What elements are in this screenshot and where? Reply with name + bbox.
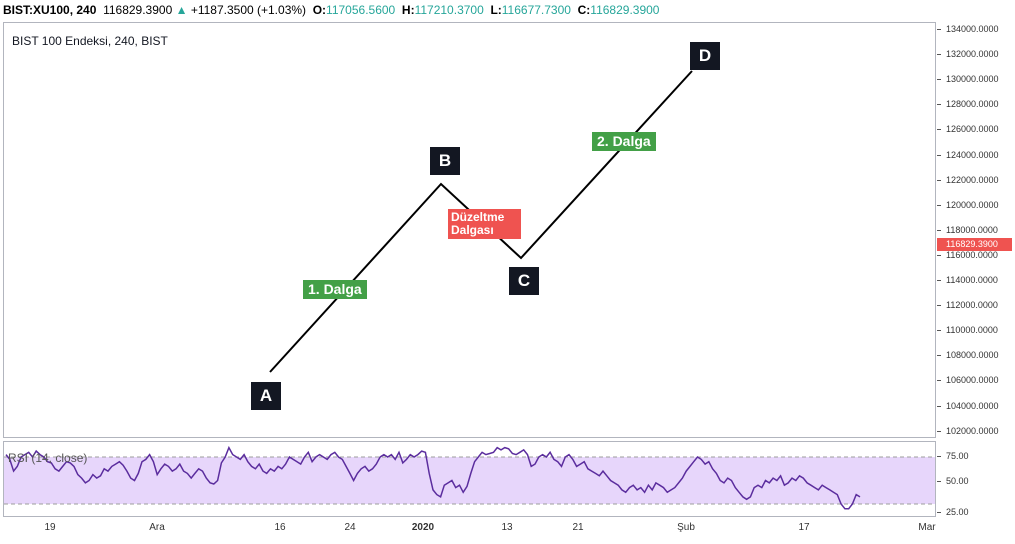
point-a-label[interactable]: A [251,382,281,410]
price-tick-label: 104000.0000 [946,400,999,411]
price-tick-label: 134000.0000 [946,24,999,34]
price-tick-mark [937,79,941,81]
price-tick-label: 108000.0000 [946,350,999,361]
price-tick-label: 120000.0000 [946,199,999,210]
price-tick-mark [937,254,941,256]
price-tick-mark [937,179,941,181]
point-b-label[interactable]: B [430,147,460,175]
time-tick-label: 13 [501,522,513,533]
price-tick-label: 112000.0000 [946,300,998,311]
rsi-pane[interactable] [3,441,936,517]
last-price-tag: 116829.3900 [937,238,1012,251]
price-tick-mark [937,54,941,56]
low-value: 116677.7300 [501,3,571,17]
point-c-label[interactable]: C [509,267,539,295]
price-tick-mark [937,29,941,30]
price-tick-mark [937,430,941,432]
price-tick-label: 130000.0000 [946,74,999,85]
price-tick-label: 116000.0000 [946,249,998,260]
price-tick-label: 128000.0000 [946,99,999,110]
chart-title: BIST 100 Endeksi, 240, BIST [12,34,168,48]
low-label: L: [490,3,502,17]
rsi-tick-mark [937,456,941,457]
point-d-label[interactable]: D [690,42,720,70]
change-up-icon: ▲ [175,3,188,17]
price-tick-mark [937,104,941,106]
price-tick-mark [937,380,941,382]
price-tick-mark [937,305,941,307]
rsi-tick-label: 25.00 [946,507,969,517]
time-tick-label: 16 [274,522,286,533]
symbol-header: BIST:XU100, 240 116829.3900 ▲ +1187.3500… [0,0,1015,20]
close-value: 116829.3900 [590,3,660,17]
time-tick-label: 19 [44,522,56,533]
rsi-indicator-label[interactable]: RSI (14, close) [8,451,88,465]
price-tick-mark [937,330,941,332]
price-tick-label: 126000.0000 [946,124,999,135]
price-tick-label: 122000.0000 [946,174,999,185]
time-tick-label: Mar [918,522,936,533]
rsi-tick-label: 75.00 [946,451,969,461]
close-label: C: [577,3,591,17]
price-tick-mark [937,280,941,281]
correction-line-1: Düzeltme [451,210,505,224]
price-change: +1187.3500 (+1.03%) [190,3,307,17]
time-tick-label: 24 [344,522,356,533]
price-tick-label: 118000.0000 [946,224,998,235]
rsi-tick-mark [937,481,941,482]
wave-1-label[interactable]: 1. Dalga [303,280,367,299]
price-tick-label: 102000.0000 [946,425,999,436]
price-tick-mark [937,154,941,156]
correction-wave-label[interactable]: Düzeltme Dalgası [448,209,521,239]
time-tick-label: Şub [677,522,695,533]
price-tick-label: 114000.0000 [946,275,998,285]
correction-line-2: Dalgası [451,223,494,237]
price-tick-mark [937,204,941,206]
price-tick-mark [937,355,941,357]
price-tick-mark [937,129,941,131]
open-value: 117056.5600 [326,3,396,17]
price-tick-mark [937,229,941,231]
price-tick-label: 124000.0000 [946,149,999,160]
symbol-name[interactable]: BIST:XU100, 240 [3,3,97,17]
high-label: H: [401,3,415,17]
time-tick-label: 2020 [411,522,435,533]
high-value: 117210.3700 [414,3,484,17]
price-chart-pane[interactable] [3,22,936,438]
open-label: O: [312,3,327,17]
time-tick-label: Ara [149,522,165,533]
time-tick-label: 21 [572,522,584,533]
price-tick-mark [937,405,941,407]
time-tick-label: 17 [798,522,810,533]
rsi-line [5,445,861,510]
rsi-tick-mark [937,512,941,513]
wave-2-label[interactable]: 2. Dalga [592,132,656,151]
price-tick-label: 106000.0000 [946,375,999,386]
last-price-value: 116829.3900 [103,3,173,17]
rsi-tick-label: 50.00 [946,476,969,486]
price-tick-label: 132000.0000 [946,49,999,60]
price-tick-label: 110000.0000 [946,325,998,336]
